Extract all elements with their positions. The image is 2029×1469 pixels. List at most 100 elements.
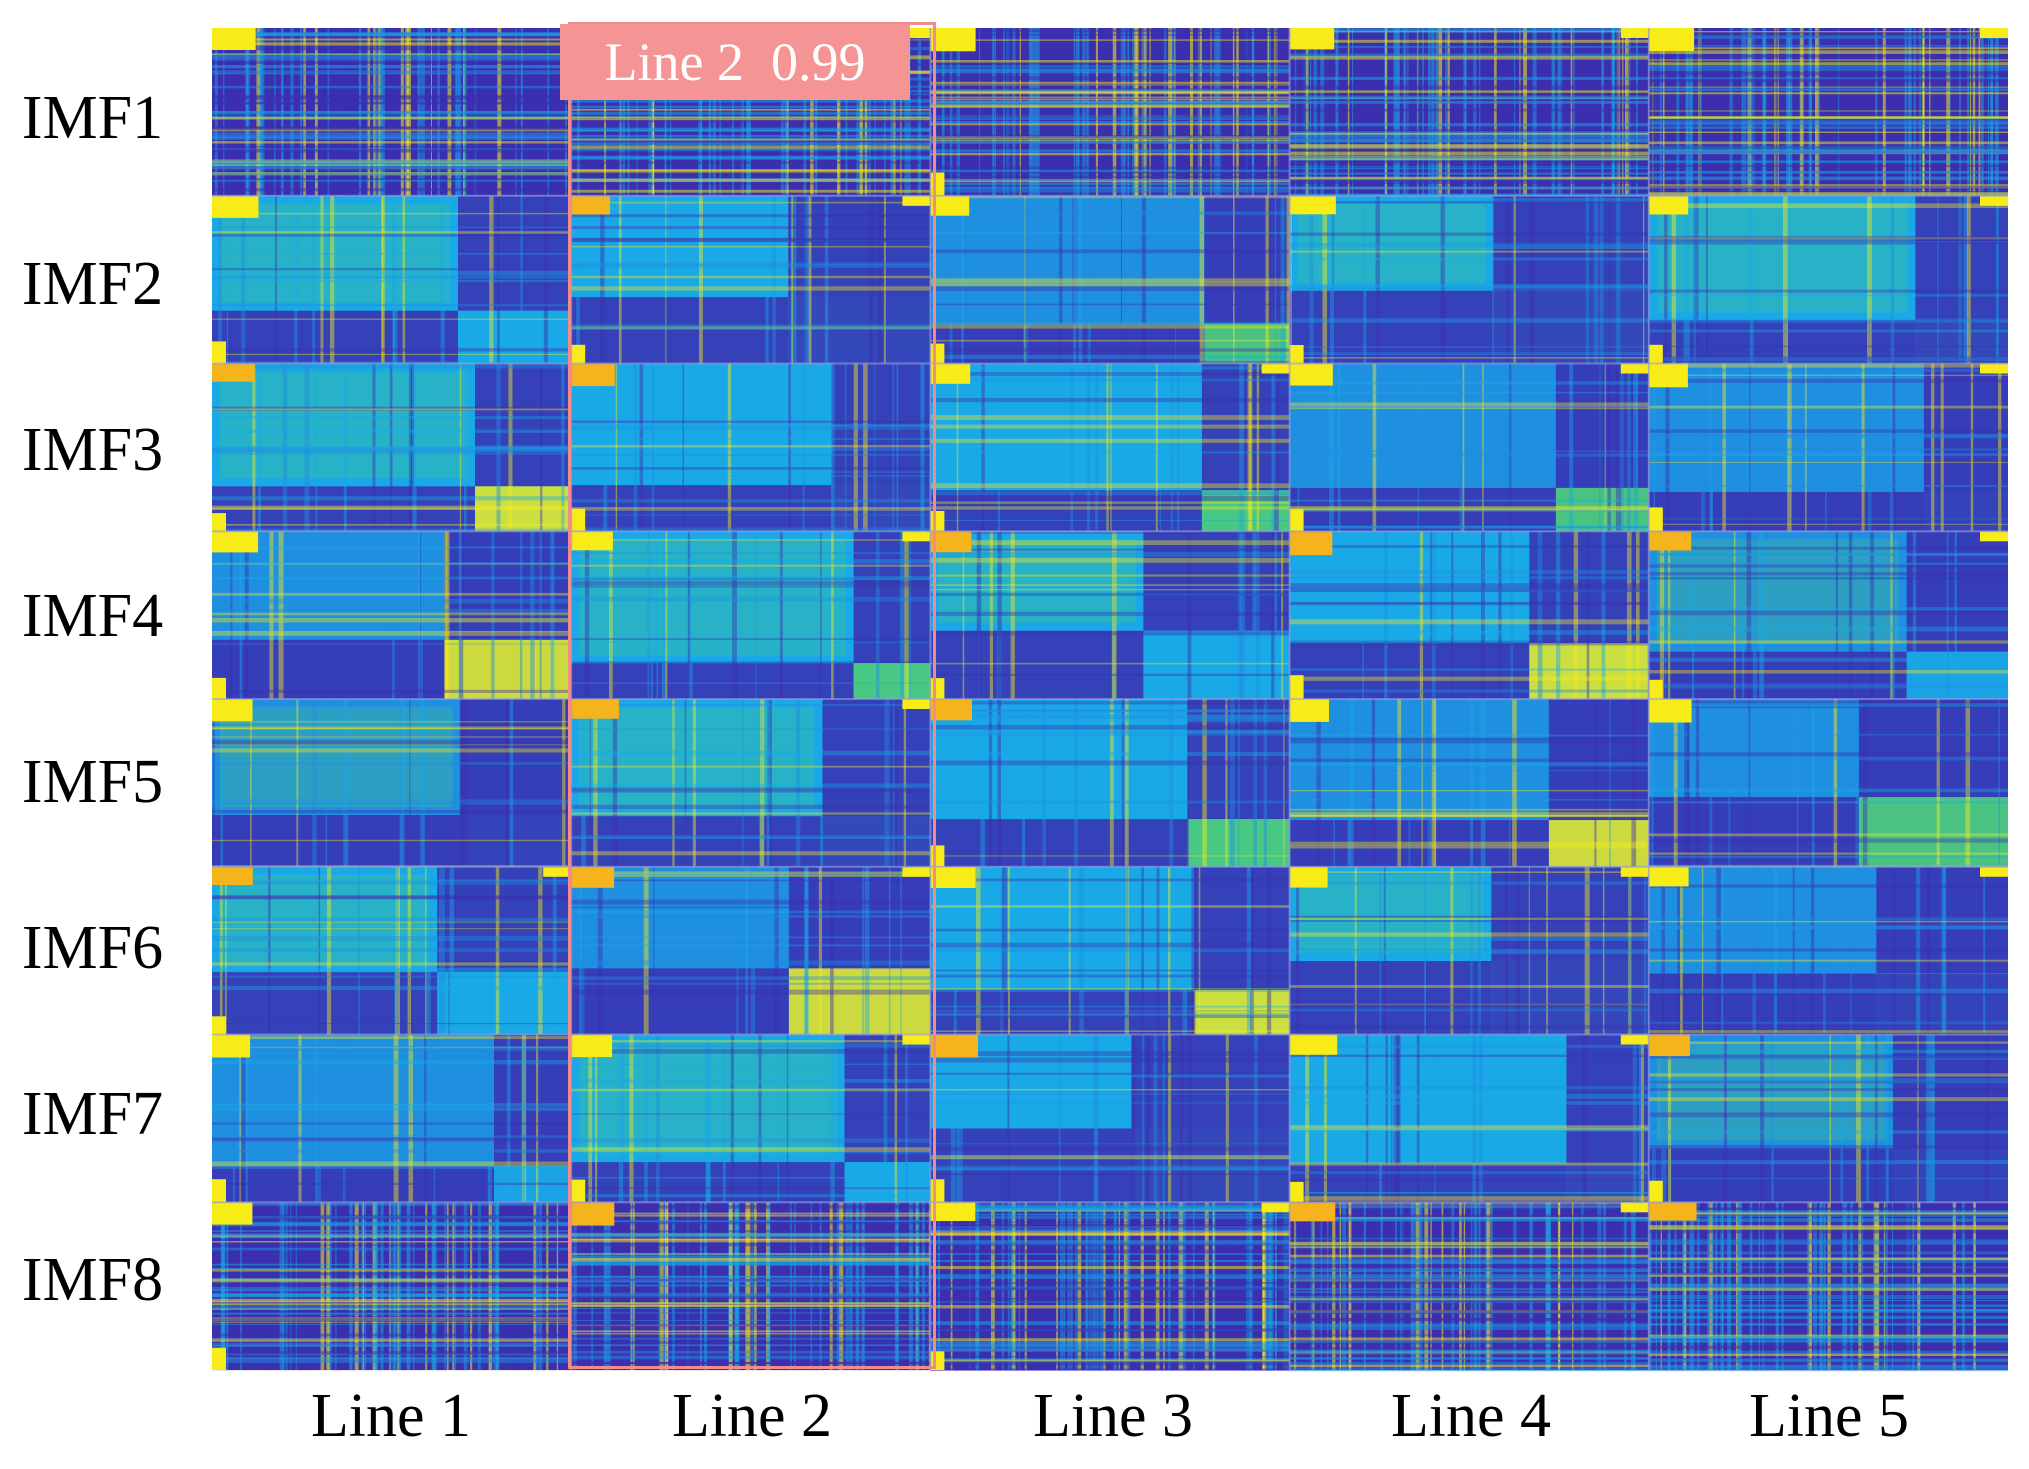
stripe-vertical	[1265, 195, 1269, 364]
stripe-vertical	[772, 195, 776, 364]
stripe-vertical	[533, 1202, 536, 1371]
diagonal-block	[579, 539, 846, 656]
stripe-vertical	[1498, 531, 1502, 700]
stripe-vertical	[1265, 1202, 1270, 1371]
stripe-horizontal	[212, 496, 572, 501]
stripe-vertical	[1322, 195, 1327, 364]
stripe-horizontal	[571, 1234, 931, 1238]
stripe-vertical	[1145, 1034, 1150, 1203]
stripe-vertical	[1202, 699, 1207, 867]
stripe-vertical	[1296, 866, 1300, 1035]
stripe-vertical	[1890, 531, 1895, 700]
stripe-horizontal	[1648, 546, 2008, 550]
stripe-horizontal	[571, 499, 931, 503]
stripe-horizontal	[212, 576, 572, 580]
stripe-vertical	[1509, 363, 1512, 532]
stripe-vertical	[1286, 1202, 1288, 1371]
stripe-horizontal	[930, 378, 1290, 382]
corner-marker	[1289, 509, 1304, 532]
stripe-horizontal	[1289, 1003, 1649, 1006]
stripe-vertical	[328, 1202, 332, 1371]
stripe-vertical	[1585, 195, 1589, 364]
diagonal-block	[853, 663, 931, 699]
stripe-horizontal	[571, 871, 931, 875]
stripe-horizontal	[212, 1263, 572, 1266]
stripe-vertical	[853, 363, 858, 532]
heatmap-cell-imf2-line-3	[930, 195, 1290, 365]
stripe-horizontal	[571, 189, 931, 193]
stripe-vertical	[1629, 866, 1632, 1035]
corner-marker	[930, 866, 976, 888]
corner-marker	[1648, 1180, 1663, 1203]
stripe-horizontal	[930, 123, 1290, 126]
stripe-horizontal	[571, 1242, 931, 1247]
stripe-vertical	[1125, 866, 1129, 1035]
stripe-horizontal	[930, 1347, 1290, 1351]
stripe-vertical	[1070, 1202, 1073, 1371]
stripe-horizontal	[1648, 683, 2008, 689]
off-diagonal-block	[1289, 487, 1556, 532]
stripe-vertical	[1867, 195, 1872, 364]
stripe-horizontal	[930, 278, 1290, 282]
stripe-horizontal	[571, 1063, 931, 1065]
stripe-vertical	[1631, 699, 1637, 867]
stripe-horizontal	[930, 211, 1290, 215]
stripe-horizontal	[930, 1287, 1290, 1291]
stripe-horizontal	[1648, 703, 2008, 707]
stripe-vertical	[1007, 1202, 1010, 1371]
stripe-vertical	[940, 1202, 945, 1371]
stripe-vertical	[1112, 531, 1117, 700]
stripe-vertical	[1991, 28, 1994, 196]
stripe-horizontal	[1648, 948, 2008, 952]
stripe-horizontal	[571, 1079, 931, 1083]
stripe-vertical	[1110, 363, 1112, 532]
heatmap-cell-imf8-line-4	[1289, 1202, 1649, 1372]
stripe-vertical	[1946, 28, 1951, 196]
stripe-horizontal	[571, 445, 931, 448]
stripe-vertical	[1985, 1034, 1989, 1203]
off-diagonal-block	[844, 1034, 931, 1163]
stripe-horizontal	[1289, 1246, 1649, 1249]
stripe-vertical	[1510, 531, 1513, 700]
stripe-horizontal	[1648, 35, 2008, 39]
stripe-vertical	[406, 1202, 411, 1371]
stripe-vertical	[1042, 699, 1046, 867]
diagonal-block	[220, 707, 453, 807]
stripe-horizontal	[212, 1239, 572, 1243]
stripe-horizontal	[1289, 39, 1649, 43]
stripe-horizontal	[571, 246, 931, 248]
stripe-horizontal	[571, 1295, 931, 1300]
stripe-horizontal	[1648, 434, 2008, 437]
stripe-horizontal	[571, 118, 931, 123]
stripe-vertical	[1775, 28, 1777, 196]
stripe-vertical	[315, 1034, 318, 1203]
stripe-horizontal	[212, 270, 572, 276]
stripe-horizontal	[930, 483, 1290, 489]
stripe-vertical	[456, 1202, 460, 1371]
stripe-vertical	[364, 1202, 367, 1371]
stripe-vertical	[618, 1034, 623, 1203]
stripe-vertical	[462, 699, 468, 867]
stripe-vertical	[463, 1202, 468, 1371]
stripe-vertical	[1075, 1202, 1079, 1371]
stripe-vertical	[1729, 28, 1733, 196]
stripe-horizontal	[930, 1157, 1290, 1160]
stripe-horizontal	[212, 744, 572, 746]
stripe-horizontal	[1289, 1358, 1649, 1360]
stripe-horizontal	[212, 1247, 572, 1251]
stripe-vertical	[1204, 1202, 1209, 1371]
corner-marker	[571, 1202, 615, 1226]
stripe-horizontal	[930, 121, 1290, 124]
stripe-horizontal	[212, 1138, 572, 1142]
diagonal-block	[220, 874, 430, 964]
stripe-horizontal	[1289, 668, 1649, 671]
stripe-vertical	[665, 531, 668, 700]
stripe-vertical	[1882, 28, 1886, 196]
heatmap-cell-imf7-line-2	[571, 1034, 931, 1203]
stripe-vertical	[535, 1202, 539, 1371]
stripe-horizontal	[1648, 1304, 2008, 1307]
stripe-vertical	[220, 699, 223, 867]
stripe-vertical	[1787, 363, 1792, 532]
off-diagonal-block	[494, 1034, 572, 1167]
stripe-vertical	[1695, 699, 1700, 867]
